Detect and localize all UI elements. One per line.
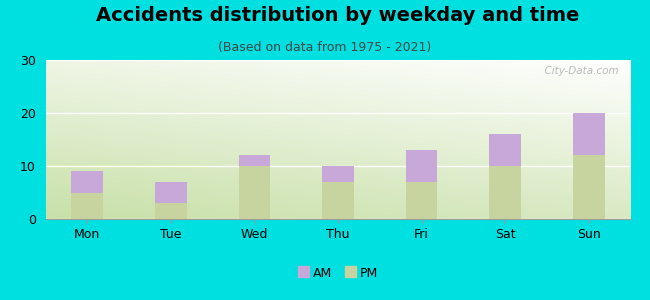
Bar bbox=[489, 166, 521, 219]
Bar bbox=[155, 203, 187, 219]
Text: City-Data.com: City-Data.com bbox=[538, 66, 619, 76]
Bar bbox=[322, 182, 354, 219]
Text: (Based on data from 1975 - 2021): (Based on data from 1975 - 2021) bbox=[218, 40, 432, 53]
Bar bbox=[573, 113, 604, 155]
Bar bbox=[239, 166, 270, 219]
Bar bbox=[239, 155, 270, 166]
Bar bbox=[322, 166, 354, 182]
Bar bbox=[573, 155, 604, 219]
Legend: AM, PM: AM, PM bbox=[298, 266, 378, 280]
Bar bbox=[72, 171, 103, 193]
Bar bbox=[155, 182, 187, 203]
Bar bbox=[406, 182, 437, 219]
Bar bbox=[406, 150, 437, 182]
Bar bbox=[72, 193, 103, 219]
Bar bbox=[489, 134, 521, 166]
Title: Accidents distribution by weekday and time: Accidents distribution by weekday and ti… bbox=[96, 6, 580, 25]
